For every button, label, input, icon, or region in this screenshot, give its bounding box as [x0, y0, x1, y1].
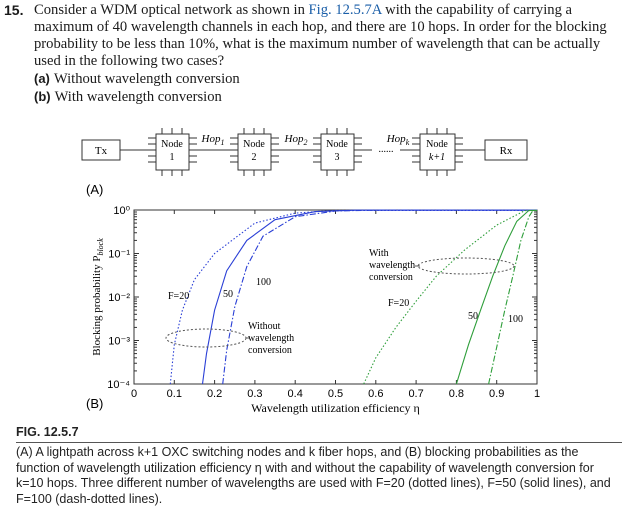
- annot-f100-with: 100: [508, 314, 523, 325]
- blocking-probability-chart: 0 0.1 0.2 0.3 0.4 0.5 0.6 0.7 0.8 0.9 1 10⁻⁴ 10⁻³ 10⁻…: [86, 205, 540, 415]
- panel-a-label: (A): [86, 182, 103, 197]
- x-tick-label: 0.7: [408, 388, 423, 400]
- annot-f100-without: 100: [256, 277, 271, 288]
- series-without-solid: [201, 209, 537, 385]
- x-tick-label: 0.5: [328, 388, 343, 400]
- annot-without-line: wavelength: [248, 333, 294, 344]
- series-with-dotted: [363, 210, 537, 385]
- without-group-ellipse: [165, 328, 247, 348]
- annot-f50-without: 50: [223, 289, 233, 300]
- annot-without-line: Without: [248, 321, 281, 332]
- x-tick-label: 0.4: [288, 388, 303, 400]
- hop-k-label: Hopk: [386, 133, 410, 147]
- node-2-index: 2: [252, 152, 257, 163]
- rx-box: [484, 139, 528, 161]
- x-tick-label: 0.2: [207, 388, 222, 400]
- series-with-dashdot: [488, 209, 537, 385]
- series-without-dashdot: [222, 209, 537, 385]
- problem-text-post: with the capability of carrying a maximu…: [34, 2, 607, 69]
- plot-frame: [133, 209, 538, 385]
- node-1: Node 1: [148, 128, 197, 176]
- lightpath-diagram: Tx Node 1 Node 2 Node 3 Node k+1 Hop1 Ho…: [81, 128, 528, 197]
- case-b: (b) With wavelength conversion: [34, 88, 622, 106]
- y-tick-label: 10⁰: [113, 205, 130, 217]
- node-3: Node 3: [313, 128, 362, 176]
- caption-divider: [16, 442, 622, 443]
- annot-f20-with: F=20: [388, 298, 409, 309]
- x-tick-label: 1: [534, 388, 540, 400]
- figure-reference-link[interactable]: Fig. 12.5.7A: [308, 2, 382, 18]
- with-group-ellipse: [417, 257, 515, 275]
- hop-1-label: Hop1: [201, 133, 225, 147]
- x-tick-label: 0.8: [449, 388, 464, 400]
- node-k-plus-1: Node k+1: [412, 128, 463, 176]
- annot-with-line: wavelength: [369, 260, 415, 271]
- case-b-label: (b): [34, 89, 51, 104]
- y-axis-label: Blocking probability Pblock: [91, 238, 105, 356]
- x-tick-label: 0.3: [247, 388, 262, 400]
- x-tick-label: 0.1: [167, 388, 182, 400]
- annot-f20-without: F=20: [168, 291, 189, 302]
- annot-with-line: conversion: [369, 272, 413, 283]
- x-tick-label: 0.6: [368, 388, 383, 400]
- node-1-title: Node: [161, 139, 183, 150]
- series-with-solid: [455, 209, 537, 385]
- node-1-index: 1: [170, 152, 175, 163]
- problem-number: 15.: [4, 2, 24, 18]
- rx-label: Rx: [500, 145, 513, 157]
- case-a-text: Without wavelength conversion: [53, 71, 240, 87]
- problem-text-pre: Consider a WDM optical network as shown …: [34, 2, 309, 18]
- x-axis-label: Wavelength utilization efficiency η: [251, 401, 420, 415]
- node-2-title: Node: [243, 139, 265, 150]
- y-tick-label: 10⁻²: [108, 292, 130, 304]
- panel-b-label: (B): [86, 396, 103, 411]
- case-a-label: (a): [34, 71, 50, 86]
- figure-caption: (A) A lightpath across k+1 OXC switching…: [16, 445, 611, 506]
- annot-with-line: With: [369, 248, 389, 259]
- problem-statement: 15. Consider a WDM optical network as sh…: [4, 2, 622, 106]
- hop-2-label: Hop2: [284, 133, 308, 147]
- annot-without-line: conversion: [248, 345, 292, 356]
- node-3-title: Node: [326, 139, 348, 150]
- node-k-index: k+1: [429, 152, 445, 163]
- node-k-title: Node: [426, 139, 448, 150]
- case-a: (a) Without wavelength conversion: [34, 70, 622, 88]
- ellipsis: ......: [379, 144, 394, 155]
- y-tick-label: 10⁻³: [108, 336, 130, 348]
- y-tick-label: 10⁻¹: [108, 249, 130, 261]
- tx-label: Tx: [95, 145, 108, 157]
- annot-f50-with: 50: [468, 311, 478, 322]
- x-tick-label: 0.9: [489, 388, 504, 400]
- x-tick-label: 0: [131, 388, 137, 400]
- node-3-index: 3: [335, 152, 340, 163]
- figure-label: FIG. 12.5.7: [16, 425, 79, 439]
- case-b-text: With wavelength conversion: [54, 89, 222, 105]
- node-2: Node 2: [230, 128, 279, 176]
- y-tick-label: 10⁻⁴: [107, 379, 130, 391]
